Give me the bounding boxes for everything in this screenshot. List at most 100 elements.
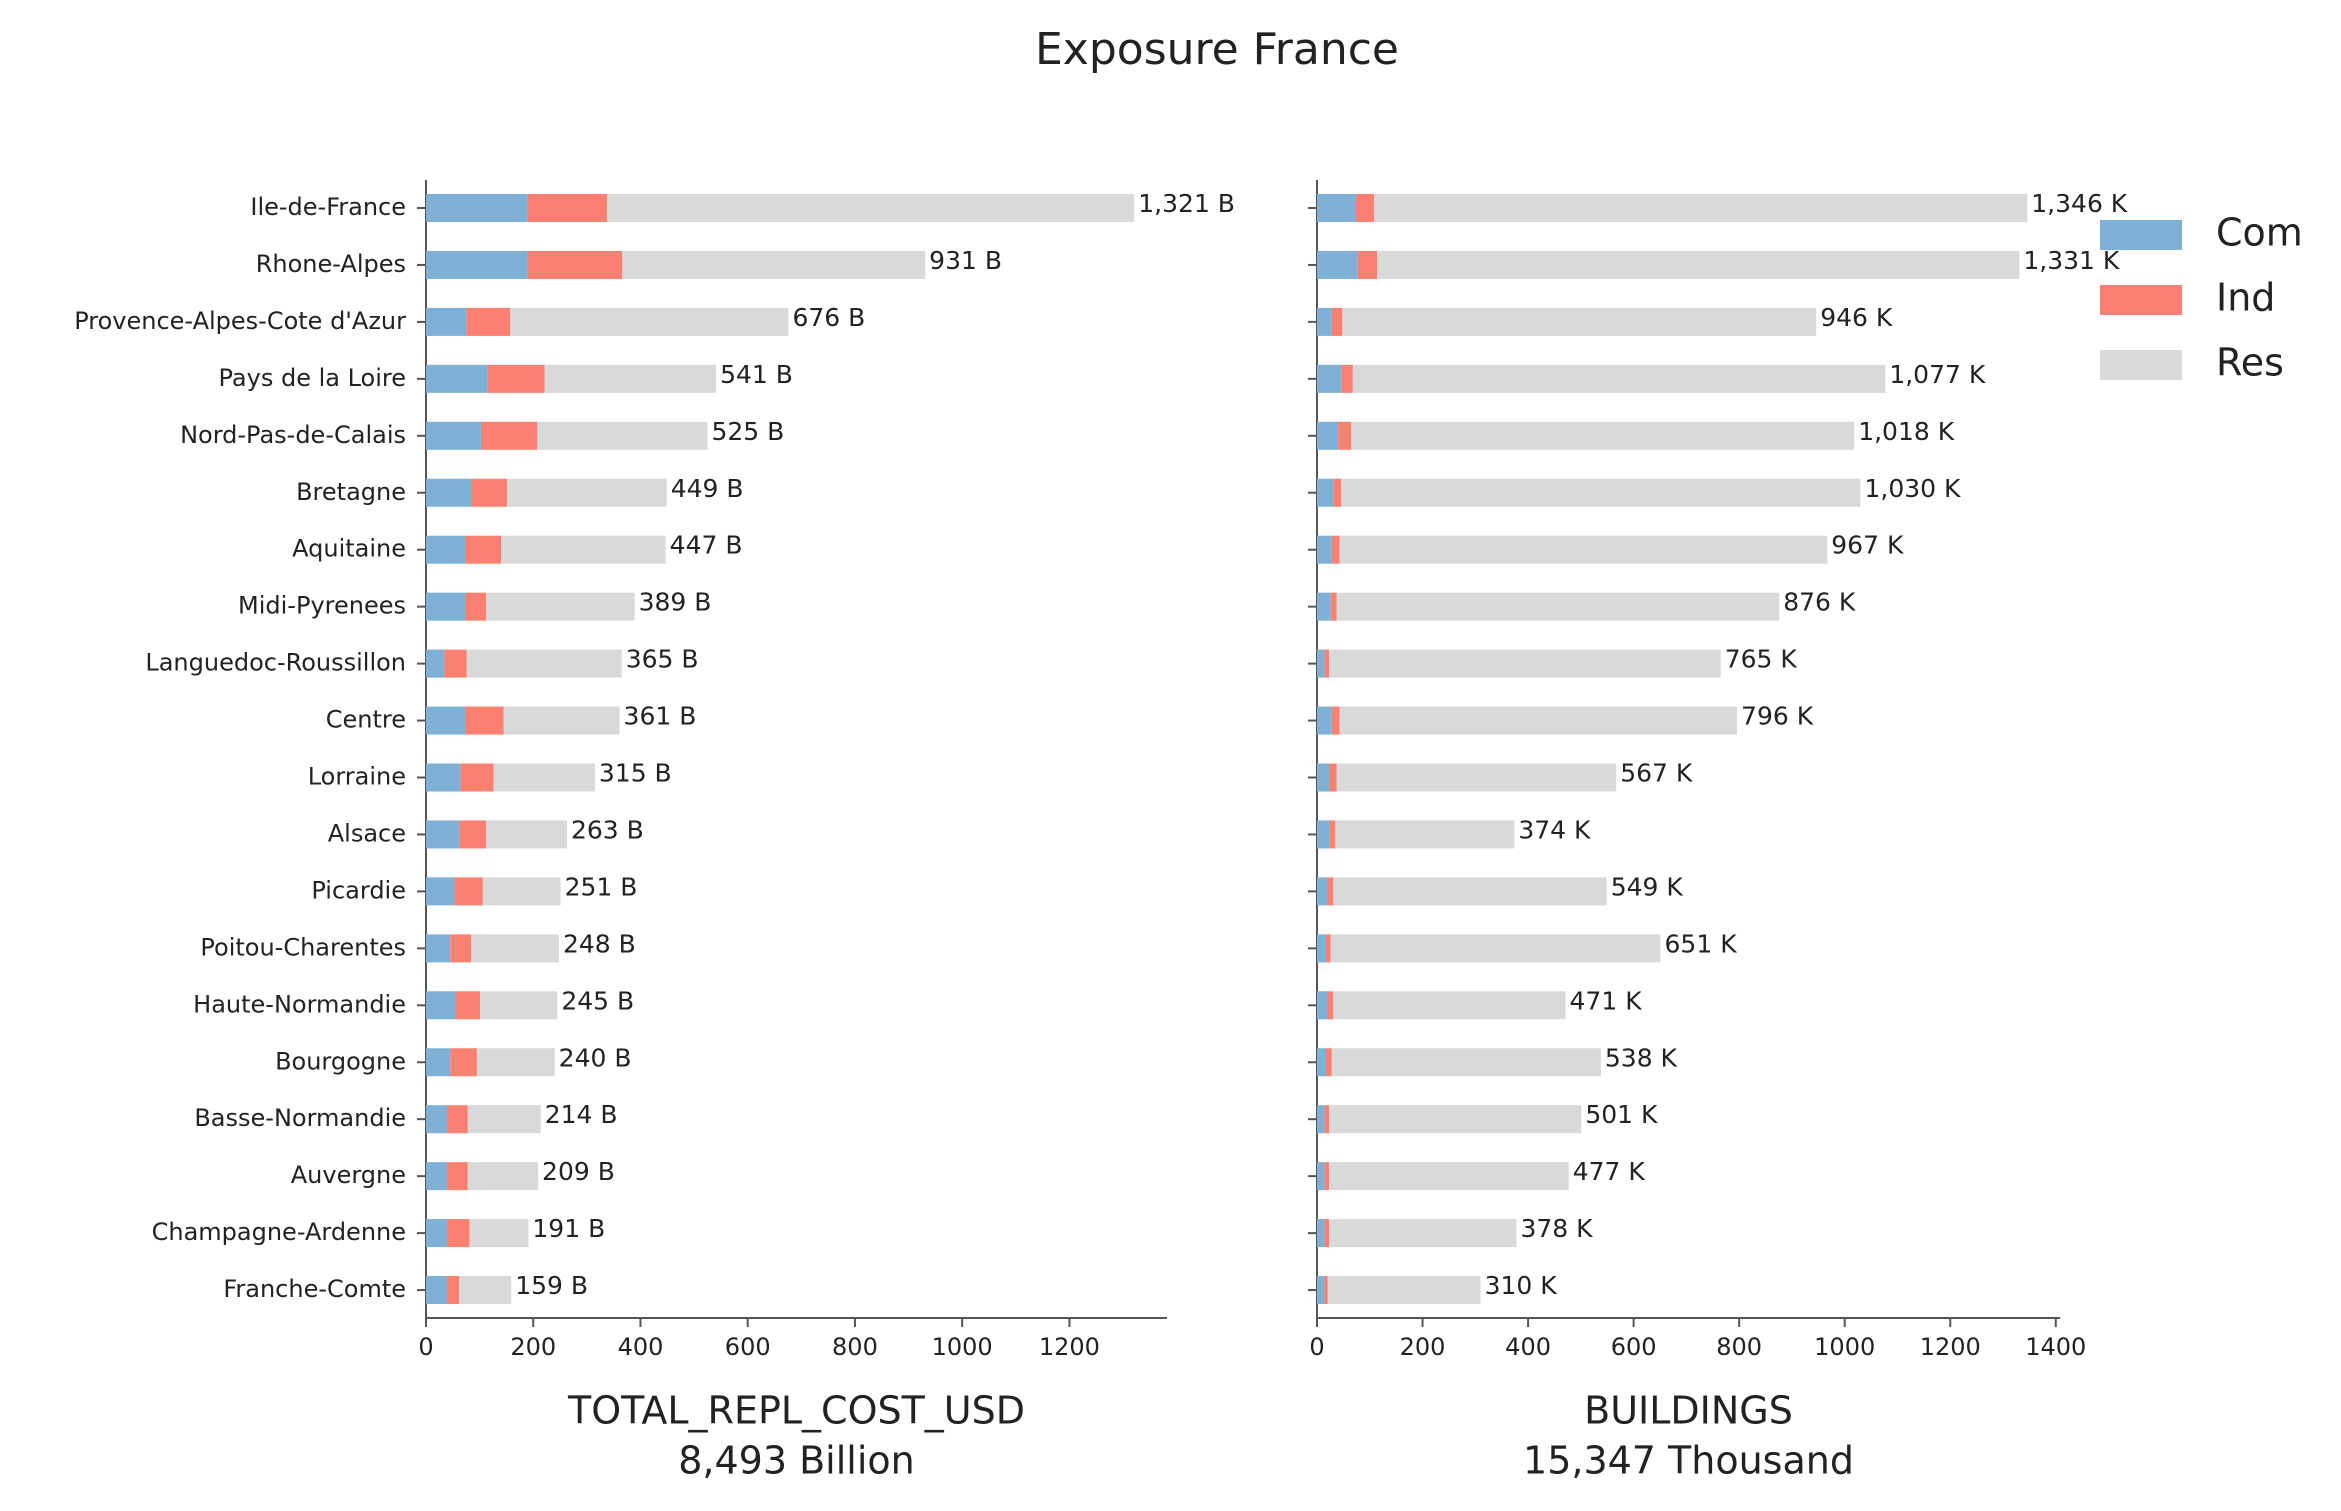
bar-segment — [426, 1162, 447, 1191]
bar-segment — [1377, 250, 2020, 279]
bar-segment — [1324, 649, 1330, 678]
bar-segment — [1330, 934, 1661, 963]
x-axis-sublabel: 8,493 Billion — [678, 1439, 915, 1483]
y-tick-label: Languedoc-Roussillon — [145, 649, 406, 677]
bar-segment — [1336, 592, 1780, 621]
bar-segment — [467, 1105, 541, 1134]
y-tick-label: Pays de la Loire — [219, 364, 406, 392]
total-label: 501 K — [1585, 1100, 1658, 1129]
legend-swatch — [2100, 220, 2182, 250]
y-tick-label: Centre — [326, 706, 406, 734]
x-tick-label: 0 — [1309, 1333, 1324, 1361]
y-tick-label: Auvergne — [291, 1161, 406, 1189]
bar-segment — [1317, 1162, 1325, 1191]
legend-label: Res — [2216, 341, 2284, 385]
legend-label: Com — [2216, 211, 2303, 255]
bar-segment — [426, 1048, 451, 1077]
total-label: 538 K — [1605, 1043, 1678, 1072]
total-label: 765 K — [1725, 645, 1798, 674]
legend-swatch — [2100, 285, 2182, 315]
x-tick-label: 1000 — [932, 1333, 993, 1361]
bar-segment — [503, 706, 620, 735]
x-axis-label: BUILDINGS — [1584, 1389, 1793, 1433]
bar-segment — [1336, 763, 1617, 792]
y-tick-label: Alsace — [328, 819, 406, 847]
bar-segment — [1317, 1276, 1325, 1305]
bar-segment — [426, 592, 466, 621]
total-label: 967 K — [1831, 531, 1904, 560]
bar-segment — [450, 934, 472, 963]
bar-segment — [1324, 1276, 1328, 1305]
bar-segment — [426, 706, 466, 735]
bar-segment — [510, 307, 789, 336]
bar-segment — [1341, 364, 1353, 393]
bar-segment — [493, 763, 595, 792]
chart-title: Exposure France — [1035, 24, 1399, 75]
x-tick-label: 400 — [618, 1333, 664, 1361]
total-label: 477 K — [1573, 1157, 1646, 1186]
bar-segment — [465, 592, 487, 621]
legend-label: Ind — [2216, 276, 2275, 320]
bar-segment — [1373, 194, 2028, 222]
bar-segment — [481, 421, 537, 450]
bar-segment — [1317, 991, 1328, 1020]
y-tick-label: Picardie — [311, 876, 406, 904]
x-tick-label: 1400 — [2025, 1333, 2086, 1361]
bar-segment — [426, 364, 488, 393]
bar-segment — [426, 649, 445, 678]
bar-segment — [506, 478, 667, 507]
bar-segment — [1317, 364, 1342, 393]
bar-segment — [426, 763, 461, 792]
y-tick-label: Nord-Pas-de-Calais — [180, 421, 406, 449]
bar-segment — [527, 194, 608, 222]
total-label: 389 B — [639, 588, 712, 617]
bar-segment — [1324, 1162, 1330, 1191]
bar-segment — [1329, 649, 1721, 678]
bar-segment — [460, 763, 494, 792]
bar-segment — [426, 934, 451, 963]
total-label: 796 K — [1741, 702, 1814, 731]
bar-segment — [482, 877, 561, 906]
bar-segment — [1333, 991, 1566, 1020]
total-label: 1,077 K — [1889, 360, 1986, 389]
y-tick-label: Lorraine — [308, 763, 406, 791]
total-label: 1,346 K — [2031, 189, 2128, 218]
total-label: 471 K — [1570, 986, 1643, 1015]
y-tick-label: Franche-Comte — [223, 1275, 406, 1303]
total-label: 946 K — [1820, 303, 1893, 332]
bar-segment — [426, 250, 528, 279]
bar-segment — [1352, 364, 1886, 393]
x-tick-label: 0 — [418, 1333, 433, 1361]
bar-segment — [1317, 250, 1358, 279]
bar-segment — [459, 1276, 512, 1305]
bar-segment — [1357, 250, 1378, 279]
bar-segment — [486, 592, 635, 621]
bar-segment — [450, 1048, 477, 1077]
total-label: 310 K — [1485, 1271, 1558, 1300]
bar-segment — [426, 478, 472, 507]
y-tick-label: Bourgogne — [275, 1047, 406, 1075]
x-tick-label: 800 — [1716, 1333, 1762, 1361]
total-label: 374 K — [1518, 815, 1591, 844]
bar-segment — [1338, 421, 1352, 450]
bar-segment — [536, 421, 708, 450]
bar-segment — [465, 706, 504, 735]
bar-segment — [1333, 877, 1607, 906]
bar-segment — [1329, 1219, 1517, 1248]
total-label: 931 B — [929, 246, 1002, 275]
bar-segment — [426, 535, 466, 564]
bar-segment — [466, 307, 511, 336]
total-label: 365 B — [626, 645, 699, 674]
bar-segment — [1351, 421, 1855, 450]
bar-segment — [1334, 820, 1515, 849]
x-tick-label: 1000 — [1814, 1333, 1875, 1361]
y-tick-label: Ile-de-France — [250, 193, 406, 221]
bar-segment — [544, 364, 717, 393]
bar-segment — [1331, 307, 1343, 336]
y-tick-label: Midi-Pyrenees — [238, 592, 406, 620]
total-label: 447 B — [670, 531, 743, 560]
x-tick-label: 1200 — [1920, 1333, 1981, 1361]
bar-segment — [444, 649, 467, 678]
bar-segment — [469, 1219, 529, 1248]
